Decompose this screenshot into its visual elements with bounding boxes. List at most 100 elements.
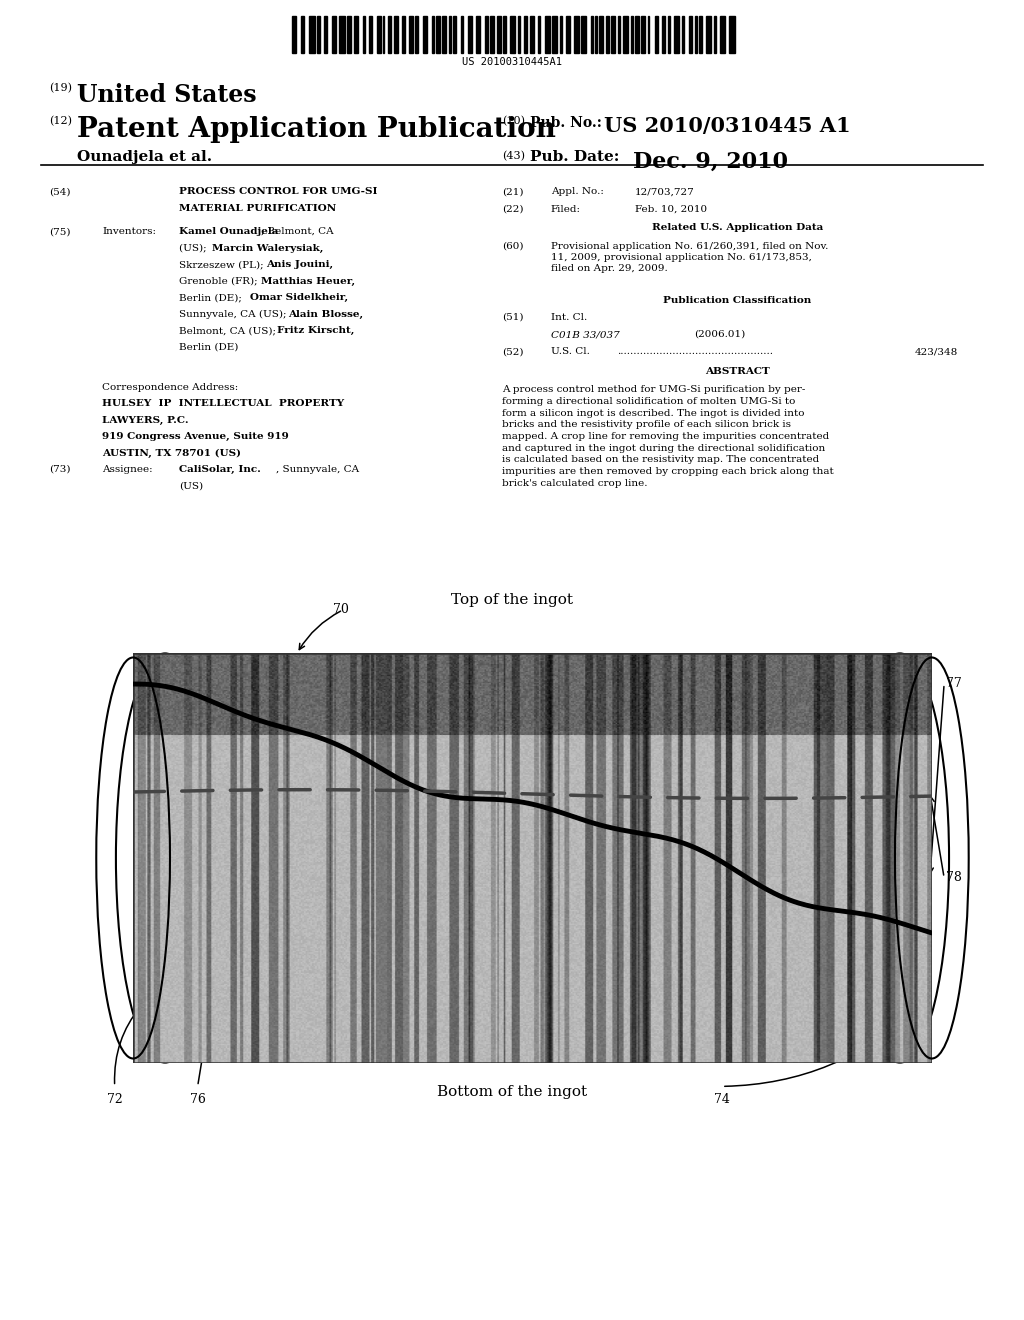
- Bar: [595, 16, 597, 53]
- Bar: [324, 16, 327, 53]
- Text: Top of the ingot: Top of the ingot: [451, 593, 573, 607]
- Bar: [476, 16, 480, 53]
- Text: 423/348: 423/348: [914, 347, 957, 356]
- Text: Belmont, CA (US);: Belmont, CA (US);: [179, 326, 280, 335]
- Text: (54): (54): [49, 187, 71, 197]
- Text: US 2010/0310445 A1: US 2010/0310445 A1: [604, 116, 851, 136]
- Text: MATERIAL PURIFICATION: MATERIAL PURIFICATION: [179, 205, 337, 213]
- Text: Bottom of the ingot: Bottom of the ingot: [437, 1085, 587, 1100]
- Text: Skrzeszew (PL);: Skrzeszew (PL);: [179, 260, 267, 269]
- Bar: [699, 16, 701, 53]
- Bar: [518, 16, 520, 53]
- Text: 919 Congress Avenue, Suite 919: 919 Congress Avenue, Suite 919: [102, 433, 289, 441]
- Text: 12/703,727: 12/703,727: [635, 187, 694, 197]
- Bar: [662, 16, 666, 53]
- Text: Marcin Walerysiak,: Marcin Walerysiak,: [212, 243, 324, 252]
- Text: A process control method for UMG-Si purification by per-
forming a directional s: A process control method for UMG-Si puri…: [502, 385, 834, 487]
- Text: ................................................: ........................................…: [617, 347, 773, 356]
- Text: (52): (52): [502, 347, 523, 356]
- Text: Related U.S. Application Data: Related U.S. Application Data: [651, 223, 823, 232]
- Bar: [694, 16, 696, 53]
- Bar: [524, 16, 527, 53]
- Bar: [432, 16, 434, 53]
- Text: Ounadjela et al.: Ounadjela et al.: [77, 150, 212, 165]
- Bar: [388, 16, 391, 53]
- Text: (60): (60): [502, 242, 523, 251]
- Bar: [415, 16, 418, 53]
- Text: (43): (43): [502, 150, 524, 161]
- Text: Publication Classification: Publication Classification: [664, 296, 811, 305]
- Text: Fritz Kirscht,: Fritz Kirscht,: [276, 326, 354, 335]
- Text: United States: United States: [77, 83, 256, 107]
- Bar: [591, 16, 593, 53]
- Text: 70: 70: [333, 603, 349, 616]
- Bar: [301, 16, 304, 53]
- Text: (73): (73): [49, 465, 71, 474]
- Bar: [635, 16, 639, 53]
- Bar: [436, 16, 440, 53]
- Text: Pub. No.:: Pub. No.:: [530, 116, 602, 131]
- Text: C01B 33/037: C01B 33/037: [551, 330, 620, 339]
- Text: Filed:: Filed:: [551, 205, 581, 214]
- Bar: [369, 16, 372, 53]
- Bar: [714, 16, 716, 53]
- Bar: [560, 16, 562, 53]
- Text: , Belmont, CA: , Belmont, CA: [260, 227, 333, 236]
- Bar: [631, 16, 633, 53]
- Bar: [611, 16, 614, 53]
- Text: U.S. Cl.: U.S. Cl.: [551, 347, 590, 356]
- Text: 76: 76: [189, 1093, 206, 1106]
- Text: (22): (22): [502, 205, 523, 214]
- Bar: [292, 16, 296, 53]
- Text: Correspondence Address:: Correspondence Address:: [102, 383, 239, 392]
- Text: Dec. 9, 2010: Dec. 9, 2010: [633, 150, 787, 173]
- Bar: [654, 16, 657, 53]
- Text: HULSEY  IP  INTELLECTUAL  PROPERTY: HULSEY IP INTELLECTUAL PROPERTY: [102, 399, 344, 408]
- Text: (2006.01): (2006.01): [694, 330, 745, 339]
- Bar: [309, 16, 314, 53]
- Bar: [347, 16, 351, 53]
- Text: Omar Sidelkheir,: Omar Sidelkheir,: [250, 293, 348, 302]
- Text: (75): (75): [49, 227, 71, 236]
- Text: Assignee:: Assignee:: [102, 465, 153, 474]
- Text: Appl. No.:: Appl. No.:: [551, 187, 604, 197]
- Text: Kamel Ounadjela: Kamel Ounadjela: [179, 227, 279, 236]
- Bar: [574, 16, 580, 53]
- Bar: [581, 16, 586, 53]
- Bar: [599, 16, 603, 53]
- Bar: [409, 16, 413, 53]
- Bar: [362, 16, 365, 53]
- Bar: [682, 16, 684, 53]
- Bar: [317, 16, 321, 53]
- Bar: [720, 16, 725, 53]
- Text: CaliSolar, Inc.: CaliSolar, Inc.: [179, 465, 261, 474]
- Bar: [339, 16, 344, 53]
- Text: Anis Jouini,: Anis Jouini,: [266, 260, 333, 269]
- Bar: [449, 16, 452, 53]
- Text: Int. Cl.: Int. Cl.: [551, 313, 587, 322]
- Text: Feb. 10, 2010: Feb. 10, 2010: [635, 205, 707, 214]
- Text: 72: 72: [106, 1093, 123, 1106]
- Text: Alain Blosse,: Alain Blosse,: [288, 310, 362, 318]
- Text: Grenoble (FR);: Grenoble (FR);: [179, 277, 261, 285]
- Bar: [545, 16, 550, 53]
- Text: (12): (12): [49, 116, 72, 127]
- Bar: [674, 16, 679, 53]
- Text: US 20100310445A1: US 20100310445A1: [462, 57, 562, 67]
- Bar: [504, 16, 506, 53]
- Bar: [510, 16, 515, 53]
- Bar: [454, 16, 456, 53]
- Bar: [529, 16, 534, 53]
- Bar: [729, 16, 734, 53]
- Text: Berlin (DE): Berlin (DE): [179, 343, 239, 351]
- Bar: [332, 16, 336, 53]
- Text: Patent Application Publication: Patent Application Publication: [77, 116, 556, 143]
- Text: (19): (19): [49, 83, 72, 94]
- Bar: [689, 16, 691, 53]
- Text: 74: 74: [714, 1093, 730, 1106]
- Text: 77: 77: [946, 677, 962, 690]
- Bar: [442, 16, 446, 53]
- Bar: [641, 16, 645, 53]
- Text: Berlin (DE);: Berlin (DE);: [179, 293, 246, 302]
- Text: ABSTRACT: ABSTRACT: [705, 367, 770, 376]
